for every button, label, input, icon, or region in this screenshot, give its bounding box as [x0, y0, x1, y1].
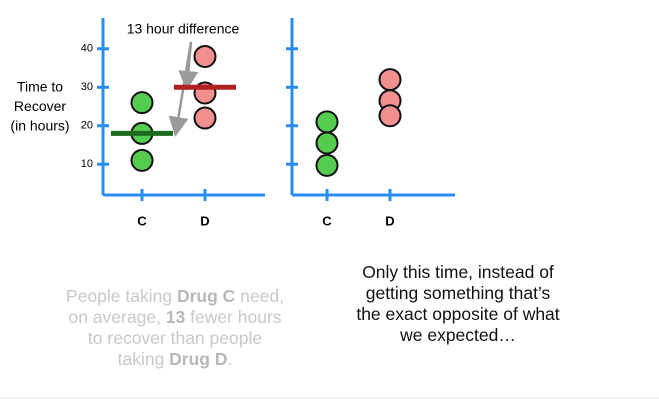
caption-text: .	[227, 349, 233, 369]
caption-line: getting something that’s	[365, 283, 551, 303]
data-point	[130, 148, 154, 172]
caption-emphasis: Drug D	[169, 349, 228, 369]
x-tick-label: D	[385, 213, 394, 228]
caption-line: we expected…	[400, 325, 516, 345]
data-point	[315, 110, 339, 134]
data-point	[315, 153, 339, 177]
y-tick-label: 10	[81, 158, 93, 170]
caption-left: People taking Drug C need, on average, 13…	[25, 286, 325, 370]
caption-line: taking Drug D.	[25, 349, 325, 370]
data-point	[378, 104, 402, 128]
y-axis-label: Recover	[14, 98, 66, 114]
caption-text: fewer hours	[185, 307, 282, 327]
y-tick-label: 20	[81, 120, 93, 132]
caption-right: Only this time, instead of getting someth…	[318, 262, 598, 346]
y-axis-label: (in hours)	[10, 118, 69, 134]
x-tick-label: C	[322, 213, 332, 228]
data-point	[193, 44, 217, 68]
y-tick-label: 30	[81, 81, 93, 93]
arrow	[178, 41, 199, 91]
caption-line: on average, 13 fewer hours	[25, 307, 325, 328]
caption-emphasis: Drug C	[176, 286, 236, 306]
caption-text: taking	[117, 349, 170, 369]
y-axis-label: Time to	[17, 79, 63, 95]
caption-text: on average,	[68, 307, 166, 327]
caption-emphasis: 13	[165, 307, 186, 327]
y-tick-label: 40	[81, 43, 93, 55]
caption-line: to recover than people	[25, 328, 325, 349]
caption-text: need,	[235, 286, 284, 306]
data-point	[130, 91, 154, 115]
annotation: 13 hour difference	[127, 21, 240, 37]
caption-line: Only this time, instead of	[362, 262, 554, 282]
caption-line: the exact opposite of what	[356, 304, 560, 324]
data-point	[315, 131, 339, 155]
data-point	[193, 106, 217, 130]
caption-line: People taking Drug C need,	[25, 286, 325, 307]
data-point	[378, 68, 402, 92]
caption-text: to recover than people	[87, 328, 263, 348]
x-tick-label: D	[200, 213, 209, 228]
caption-text: People taking	[66, 286, 177, 306]
x-tick-label: C	[137, 213, 147, 228]
